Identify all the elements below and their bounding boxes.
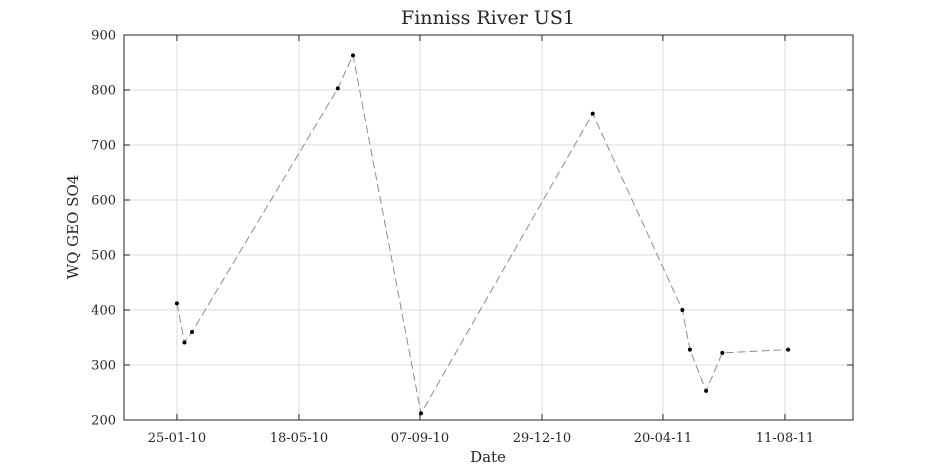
- chart-title: Finniss River US1: [401, 7, 575, 29]
- data-point: [680, 308, 685, 312]
- x-axis-label: Date: [470, 448, 506, 466]
- data-point: [190, 330, 195, 334]
- data-point: [704, 388, 709, 393]
- data-point: [350, 53, 355, 58]
- y-tick-label: 600: [91, 194, 116, 209]
- data-point: [182, 340, 187, 345]
- y-tick-label: 800: [91, 84, 116, 99]
- x-tick-label: 11-08-11: [756, 431, 814, 446]
- data-series: [174, 53, 791, 416]
- data-point: [419, 411, 423, 416]
- data-point: [786, 347, 791, 352]
- y-tick-label: 700: [91, 139, 116, 154]
- y-tick-label: 400: [91, 304, 116, 319]
- y-tick-label: 300: [91, 359, 116, 374]
- y-axis-label: WQ GEO SO4: [64, 175, 82, 280]
- x-tick-label: 20-04-11: [634, 431, 692, 446]
- data-point: [687, 347, 692, 352]
- data-point: [174, 301, 179, 306]
- series-line: [176, 53, 789, 415]
- data-point: [590, 111, 595, 116]
- grid: [124, 35, 853, 420]
- y-tick-label: 200: [91, 414, 116, 429]
- x-tick-label: 29-12-10: [513, 431, 571, 446]
- x-tick-label: 25-01-10: [148, 431, 206, 446]
- data-point: [720, 350, 725, 355]
- x-tick-label: 18-05-10: [270, 431, 328, 446]
- plot-area-frame: [123, 34, 854, 421]
- x-tick-label: 07-09-10: [391, 431, 449, 446]
- data-point: [335, 86, 340, 91]
- y-tick-label: 900: [91, 29, 116, 44]
- y-tick-label: 500: [91, 249, 116, 264]
- axis-ticks: 200 300 400 500 600 700 800 900 25-01-10 18-05-10…: [91, 29, 853, 446]
